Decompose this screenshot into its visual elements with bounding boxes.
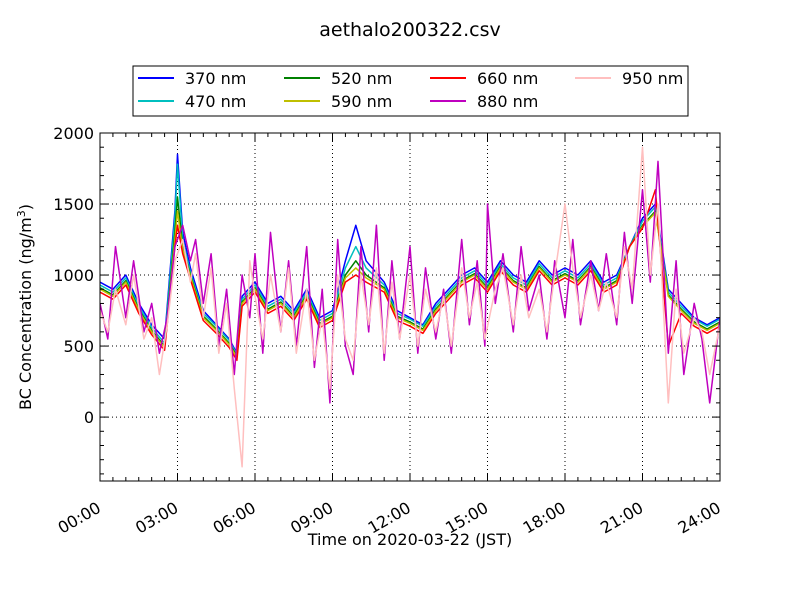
legend-label: 660 nm — [477, 69, 538, 88]
legend-label: 950 nm — [622, 69, 683, 88]
legend-box — [132, 65, 689, 117]
series-line — [100, 146, 720, 468]
legend: 370 nm 470 nm 520 nm 590 nm 660 nm 880 nm 950 … — [132, 65, 689, 117]
y-axis-title: BC Concentration (ng/m3) — [15, 204, 36, 410]
y-tick-label: 1500 — [53, 195, 94, 214]
y-axis-title-end: ) — [16, 204, 35, 210]
y-tick-label: 0 — [84, 408, 94, 427]
legend-label: 520 nm — [331, 69, 392, 88]
y-tick-label: 500 — [63, 337, 94, 356]
y-axis-title-main: BC Concentration (ng/m — [16, 217, 35, 410]
legend-label: 370 nm — [185, 69, 246, 88]
y-tick-label: 2000 — [53, 124, 94, 143]
legend-label: 880 nm — [477, 92, 538, 111]
y-tick-label: 1000 — [53, 266, 94, 285]
chart-title: aethalo200322.csv — [319, 19, 501, 41]
legend-label: 470 nm — [185, 92, 246, 111]
x-axis-title: Time on 2020-03-22 (JST) — [307, 530, 512, 549]
axis-ticks — [99, 132, 721, 481]
legend-label: 590 nm — [331, 92, 392, 111]
series-line — [100, 189, 720, 362]
y-axis-title-superscript: 3 — [15, 210, 28, 217]
series-layer — [100, 146, 720, 468]
